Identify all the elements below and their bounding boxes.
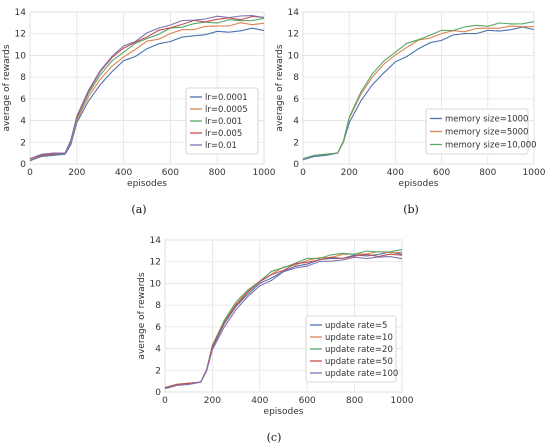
chart-b-legend-label-2: memory size=10,000 bbox=[445, 141, 537, 151]
chart-b-legend-label-1: memory size=5000 bbox=[445, 128, 528, 138]
chart-c-y-tick-label: 0 bbox=[155, 388, 161, 398]
chart-a-y-tick-label: 14 bbox=[15, 8, 27, 18]
chart-c-legend-label-0: update rate=5 bbox=[325, 321, 387, 331]
chart-a-x-tick-label: 0 bbox=[27, 168, 33, 178]
chart-c-y-tick-label: 6 bbox=[155, 323, 161, 333]
chart-a-y-tick-label: 6 bbox=[20, 95, 26, 105]
chart-a-series-line-4 bbox=[29, 15, 265, 160]
chart-b-legend-box bbox=[425, 108, 529, 155]
chart-a-legend-box bbox=[185, 87, 259, 155]
chart-a-x-axis-label: episodes bbox=[127, 179, 167, 189]
chart-c-y-tick-label: 4 bbox=[155, 345, 161, 355]
chart-b-y-tick-label: 0 bbox=[293, 160, 299, 170]
chart-b: (b) 0 200 400 600 800 1000 0 2 4 6 8 10 12 14 episodes… bbox=[275, 8, 546, 216]
chart-c-legend-label-1: update rate=10 bbox=[325, 333, 393, 343]
chart-a-x-tick-label: 400 bbox=[115, 168, 132, 178]
chart-b-y-tick-label: 2 bbox=[293, 138, 299, 148]
chart-a-legend-label-2: lr=0.001 bbox=[205, 117, 242, 127]
chart-a-legend-label-1: lr=0.0005 bbox=[205, 105, 248, 115]
chart-b-x-tick-label: 0 bbox=[300, 168, 306, 178]
chart-b-y-tick-label: 8 bbox=[293, 73, 299, 83]
chart-c-x-tick-label: 600 bbox=[299, 396, 316, 406]
chart-a-y-axis-label: average of rewards bbox=[2, 44, 12, 131]
chart-a-x-tick-label: 800 bbox=[209, 168, 226, 178]
chart-a-x-tick-label: 1000 bbox=[253, 168, 276, 178]
chart-c-x-tick-label: 0 bbox=[162, 396, 168, 406]
chart-c-y-tick-label: 10 bbox=[150, 279, 162, 289]
chart-b-x-tick-label: 400 bbox=[387, 168, 404, 178]
chart-c-x-tick-label: 800 bbox=[346, 396, 363, 406]
chart-b-y-tick-label: 6 bbox=[293, 95, 299, 105]
chart-b-y-axis-label: average of rewards bbox=[275, 44, 285, 131]
chart-c-y-tick-label: 2 bbox=[155, 366, 161, 376]
chart-a: (a) 0 200 400 600 800 1000 0 2 4 6 8 10 12 14 episodes… bbox=[2, 8, 276, 216]
chart-b-x-tick-label: 600 bbox=[433, 168, 450, 178]
chart-a-x-tick-label: 200 bbox=[68, 168, 85, 178]
chart-b-y-tick-label: 14 bbox=[288, 8, 300, 18]
chart-a-x-tick-label: 600 bbox=[162, 168, 179, 178]
chart-c-series-line-4 bbox=[164, 256, 403, 390]
chart-b-y-tick-label: 12 bbox=[288, 30, 299, 40]
chart-b-x-tick-label: 1000 bbox=[523, 168, 546, 178]
chart-c-x-tick-label: 200 bbox=[204, 396, 221, 406]
chart-a-series-line-0 bbox=[29, 27, 265, 162]
chart-c-x-tick-label: 400 bbox=[251, 396, 268, 406]
chart-c-legend-box bbox=[305, 315, 397, 383]
chart-b-x-tick-label: 200 bbox=[341, 168, 358, 178]
chart-a-y-tick-label: 2 bbox=[20, 138, 26, 148]
chart-a-y-tick-label: 8 bbox=[20, 73, 26, 83]
chart-b-legend-label-0: memory size=1000 bbox=[445, 115, 528, 125]
chart-c-legend-label-4: update rate=100 bbox=[325, 369, 398, 379]
chart-a-y-tick-label: 0 bbox=[20, 160, 26, 170]
chart-c-legend-label-2: update rate=20 bbox=[325, 345, 393, 355]
chart-a-legend-label-4: lr=0.01 bbox=[205, 141, 237, 151]
chart-b-x-tick-label: 800 bbox=[479, 168, 496, 178]
chart-a-y-tick-label: 12 bbox=[15, 30, 26, 40]
chart-c-y-tick-label: 12 bbox=[150, 258, 161, 268]
chart-a-y-tick-label: 4 bbox=[20, 117, 26, 127]
chart-c-y-axis-label: average of rewards bbox=[137, 272, 147, 359]
caption-c: (c) bbox=[267, 431, 282, 444]
chart-b-y-tick-label: 4 bbox=[293, 117, 299, 127]
chart-c-y-tick-label: 8 bbox=[155, 301, 161, 311]
chart-b-x-axis-label: episodes bbox=[399, 179, 439, 189]
caption-a: (a) bbox=[131, 203, 146, 216]
chart-a-y-tick-label: 10 bbox=[15, 51, 27, 61]
chart-c-y-tick-label: 14 bbox=[150, 236, 162, 246]
chart-c-x-axis-label: episodes bbox=[264, 407, 304, 417]
chart-a-legend-label-3: lr=0.005 bbox=[205, 129, 242, 139]
chart-a-legend-label-0: lr=0.0001 bbox=[205, 93, 248, 103]
chart-b-y-tick-label: 10 bbox=[288, 51, 300, 61]
chart-c: (c) 0 200 400 600 800 1000 0 2 4 6 8 10 12 14 episodes… bbox=[137, 236, 414, 444]
chart-b-series-line-2 bbox=[302, 21, 535, 160]
chart-c-legend-label-3: update rate=50 bbox=[325, 357, 393, 367]
chart-c-x-tick-label: 1000 bbox=[391, 396, 414, 406]
caption-b: (b) bbox=[403, 203, 419, 216]
